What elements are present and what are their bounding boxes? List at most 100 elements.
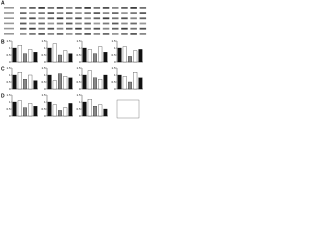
bar xyxy=(28,49,33,63)
blot-band xyxy=(93,12,101,14)
blot-band xyxy=(56,22,64,25)
bar xyxy=(98,104,103,117)
blot-band xyxy=(75,27,82,30)
bar xyxy=(63,50,68,63)
y-tick-label: 1.5 xyxy=(77,66,82,70)
blot-band xyxy=(38,12,45,14)
blot-band xyxy=(139,7,147,9)
y-tick-label: 0 xyxy=(114,87,116,91)
blot-band xyxy=(112,17,119,20)
blot-band xyxy=(139,27,147,30)
blot-band xyxy=(56,7,64,9)
blot-label-bar xyxy=(4,33,14,35)
y-tick-label: 1.5 xyxy=(7,39,12,43)
y-tick-label: 1.5 xyxy=(7,66,12,70)
y-tick-label: 0.5 xyxy=(77,107,82,111)
bar xyxy=(17,100,22,117)
blot-band xyxy=(20,7,27,9)
bar xyxy=(133,72,138,90)
y-tick-label: 0.5 xyxy=(7,53,12,57)
bar xyxy=(47,101,52,117)
y-tick-label: 1 xyxy=(114,46,116,50)
blot-band xyxy=(29,17,36,20)
blot-band xyxy=(130,7,137,9)
y-tick-label: 1.5 xyxy=(7,93,12,97)
y-tick-label: 0.5 xyxy=(7,80,12,84)
blot-band xyxy=(47,27,55,30)
bar xyxy=(52,80,57,90)
blot-band xyxy=(38,27,45,30)
bar xyxy=(23,107,27,117)
bar xyxy=(82,101,87,117)
blot-band xyxy=(47,33,55,35)
bar xyxy=(58,54,62,63)
bar xyxy=(28,103,33,117)
blot-band xyxy=(130,22,137,25)
blot-band xyxy=(93,27,101,30)
y-tick-label: 1.5 xyxy=(77,39,82,43)
blot-band xyxy=(38,22,45,25)
panel-label: D xyxy=(1,93,5,99)
bar xyxy=(47,47,52,63)
blot-band xyxy=(84,7,91,9)
blot-band xyxy=(102,27,110,30)
y-tick-label: 1 xyxy=(44,73,46,77)
blot-band xyxy=(121,7,128,9)
blot-band xyxy=(84,22,91,25)
bar xyxy=(63,76,68,90)
blot-band xyxy=(102,7,110,9)
blot-band xyxy=(139,17,147,20)
bar xyxy=(33,106,38,117)
y-tick-label: 0.5 xyxy=(42,53,47,57)
panel-label: B xyxy=(1,39,5,45)
blot-band xyxy=(102,33,110,35)
blot-band xyxy=(29,7,36,9)
blot-band xyxy=(56,27,64,30)
panel-label: C xyxy=(1,66,5,72)
blot-band xyxy=(47,17,55,20)
blot-band xyxy=(93,17,101,20)
blot-band xyxy=(29,27,36,30)
bar xyxy=(52,104,57,117)
blot-band xyxy=(139,12,147,14)
y-tick-label: 1 xyxy=(44,100,46,104)
blot-band xyxy=(130,17,137,20)
blot-band xyxy=(130,27,137,30)
y-tick-label: 1.5 xyxy=(77,93,82,97)
bar xyxy=(87,99,92,117)
blot-band xyxy=(84,17,91,20)
blot-band xyxy=(38,7,45,9)
y-tick-label: 1 xyxy=(79,100,81,104)
bar xyxy=(17,45,22,63)
blot-band xyxy=(29,12,36,14)
blot-band xyxy=(29,22,36,25)
blot-band xyxy=(20,22,27,25)
blot-band xyxy=(84,27,91,30)
blot-band xyxy=(121,33,128,35)
y-tick-label: 1 xyxy=(79,73,81,77)
blot-band xyxy=(66,17,73,20)
bar xyxy=(122,46,127,63)
blot-band xyxy=(130,12,137,14)
blot-band xyxy=(20,12,27,14)
bar xyxy=(93,106,97,117)
blot-band xyxy=(66,22,73,25)
bar xyxy=(128,56,132,63)
y-tick-label: 0 xyxy=(9,114,11,118)
y-tick-label: 1.5 xyxy=(112,66,117,70)
bar xyxy=(93,53,97,63)
blot-band xyxy=(112,27,119,30)
bar xyxy=(12,101,17,117)
y-tick-label: 0 xyxy=(9,60,11,64)
blot-band xyxy=(121,27,128,30)
y-tick-label: 0 xyxy=(79,87,81,91)
bar xyxy=(98,79,103,90)
blot-band xyxy=(121,17,128,20)
bar xyxy=(98,46,103,63)
y-tick-label: 1.5 xyxy=(42,66,47,70)
y-tick-label: 0.5 xyxy=(42,80,47,84)
bar xyxy=(58,73,62,90)
blot-band xyxy=(20,27,27,30)
blot-band xyxy=(93,33,101,35)
blot-band xyxy=(56,33,64,35)
